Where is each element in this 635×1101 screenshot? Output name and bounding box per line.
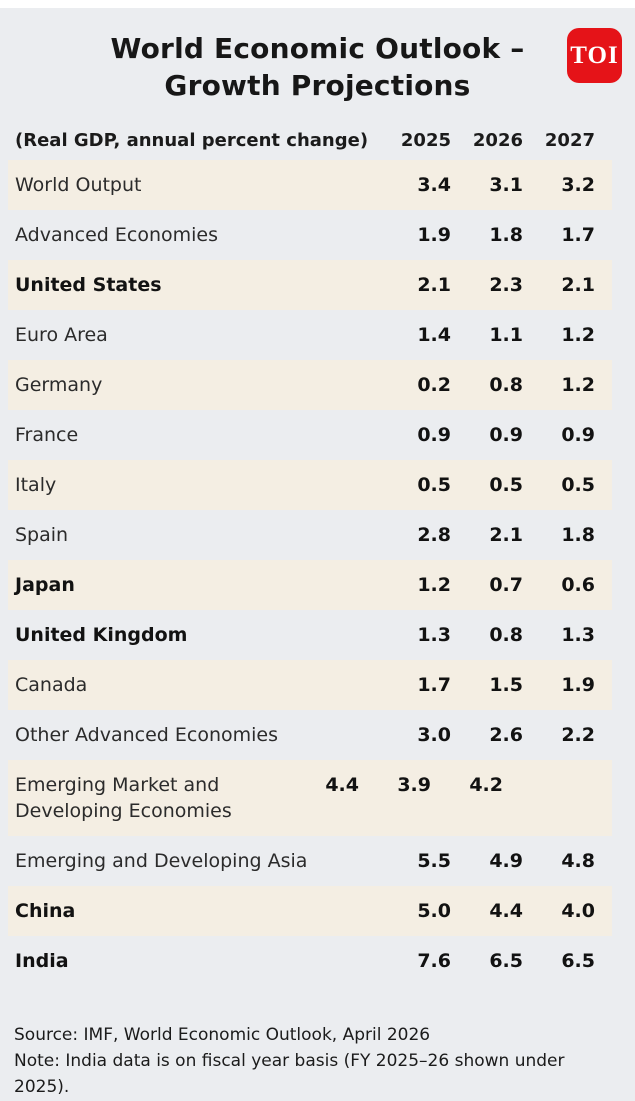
value-cell: 3.2	[561, 174, 595, 196]
row-canada: Canada 1.7 1.5 1.9	[8, 660, 612, 710]
value-cell: 1.3	[561, 624, 595, 646]
row-spain: Spain 2.8 2.1 1.8	[8, 510, 612, 560]
column-header-2026: 2026	[472, 130, 523, 151]
row-france: France 0.9 0.9 0.9	[8, 410, 612, 460]
row-label: India	[15, 950, 69, 972]
toi-logo: TOI	[567, 28, 622, 83]
row-label: Advanced Economies	[15, 224, 219, 246]
page-title-line2: Growth Projections	[164, 69, 471, 102]
value-cell: 6.5	[489, 950, 523, 972]
value-cell: 4.2	[469, 774, 503, 796]
column-header-2025: 2025	[400, 130, 451, 151]
row-label: Emerging Market and Developing Economies	[15, 774, 232, 822]
row-italy: Italy 0.5 0.5 0.5	[8, 460, 612, 510]
note-text: Note: India data is on fiscal year basis…	[14, 1051, 565, 1097]
footer: Source: IMF, World Economic Outlook, Apr…	[14, 1022, 621, 1100]
row-label: Emerging and Developing Asia	[15, 850, 308, 872]
value-cell: 4.0	[561, 900, 595, 922]
row-japan: Japan 1.2 0.7 0.6	[8, 560, 612, 610]
row-label: Japan	[15, 574, 75, 596]
page-title-line1: World Economic Outlook –	[110, 32, 525, 65]
row-label: China	[15, 900, 76, 922]
value-cell: 2.1	[417, 274, 451, 296]
value-cell: 5.0	[417, 900, 451, 922]
value-cell: 4.8	[561, 850, 595, 872]
header: World Economic Outlook – Growth Projectio…	[0, 8, 635, 104]
value-cell: 0.5	[417, 474, 451, 496]
value-cell: 0.5	[489, 474, 523, 496]
value-cell: 3.4	[417, 174, 451, 196]
value-cell: 2.1	[561, 274, 595, 296]
row-label: United States	[15, 274, 162, 296]
row-label: Germany	[15, 374, 103, 396]
row-label: Euro Area	[15, 324, 108, 346]
value-cell: 1.4	[417, 324, 451, 346]
value-cell: 1.1	[489, 324, 523, 346]
row-label: France	[15, 424, 79, 446]
value-cell: 2.2	[561, 724, 595, 746]
row-emerging-market-and-developing-economies: Emerging Market and Developing Economies…	[8, 760, 612, 836]
value-cell: 2.1	[489, 524, 523, 546]
row-united-kingdom: United Kingdom 1.3 0.8 1.3	[8, 610, 612, 660]
row-united-states: United States 2.1 2.3 2.1	[8, 260, 612, 310]
row-china: China 5.0 4.4 4.0	[8, 886, 612, 936]
value-cell: 7.6	[417, 950, 451, 972]
value-cell: 1.9	[561, 674, 595, 696]
value-cell: 1.7	[417, 674, 451, 696]
row-emerging-and-developing-asia: Emerging and Developing Asia 5.5 4.9 4.8	[8, 836, 612, 886]
value-cell: 4.4	[489, 900, 523, 922]
value-cell: 1.2	[561, 374, 595, 396]
value-cell: 5.5	[417, 850, 451, 872]
value-cell: 3.9	[397, 774, 431, 796]
value-cell: 3.0	[417, 724, 451, 746]
value-cell: 0.8	[489, 374, 523, 396]
value-cell: 2.3	[489, 274, 523, 296]
column-header-2027: 2027	[544, 130, 595, 151]
page-title: World Economic Outlook – Growth Projectio…	[0, 30, 635, 104]
value-cell: 0.6	[561, 574, 595, 596]
value-cell: 3.1	[489, 174, 523, 196]
source-text: Source: IMF, World Economic Outlook, Apr…	[14, 1025, 431, 1045]
row-germany: Germany 0.2 0.8 1.2	[8, 360, 612, 410]
value-cell: 1.7	[561, 224, 595, 246]
row-label: Other Advanced Economies	[15, 724, 278, 746]
infographic-card: World Economic Outlook – Growth Projectio…	[0, 8, 635, 1101]
row-india: India 7.6 6.5 6.5	[8, 936, 612, 986]
value-cell: 4.4	[325, 774, 359, 796]
value-cell: 2.6	[489, 724, 523, 746]
row-other-advanced-economies: Other Advanced Economies 3.0 2.6 2.2	[8, 710, 612, 760]
value-cell: 0.5	[561, 474, 595, 496]
value-cell: 0.9	[489, 424, 523, 446]
value-cell: 6.5	[561, 950, 595, 972]
row-label: United Kingdom	[15, 624, 188, 646]
table-body: World Output 3.4 3.1 3.2 Advanced Econom…	[8, 160, 612, 986]
table-header-row: (Real GDP, annual percent change) 2025 2…	[8, 130, 612, 151]
value-cell: 0.2	[417, 374, 451, 396]
row-euro-area: Euro Area 1.4 1.1 1.2	[8, 310, 612, 360]
value-cell: 4.9	[489, 850, 523, 872]
value-cell: 1.9	[417, 224, 451, 246]
value-cell: 0.7	[489, 574, 523, 596]
row-label: World Output	[15, 174, 142, 196]
row-label: Canada	[15, 674, 88, 696]
value-cell: 2.8	[417, 524, 451, 546]
value-cell: 1.3	[417, 624, 451, 646]
value-cell: 1.2	[561, 324, 595, 346]
value-cell: 1.2	[417, 574, 451, 596]
value-cell: 1.8	[561, 524, 595, 546]
value-cell: 1.5	[489, 674, 523, 696]
table-caption: (Real GDP, annual percent change)	[15, 130, 369, 151]
value-cell: 0.9	[561, 424, 595, 446]
row-label: Italy	[15, 474, 57, 496]
value-cell: 0.8	[489, 624, 523, 646]
row-advanced-economies: Advanced Economies 1.9 1.8 1.7	[8, 210, 612, 260]
value-cell: 0.9	[417, 424, 451, 446]
row-label: Spain	[15, 524, 69, 546]
value-cell: 1.8	[489, 224, 523, 246]
row-world-output: World Output 3.4 3.1 3.2	[8, 160, 612, 210]
